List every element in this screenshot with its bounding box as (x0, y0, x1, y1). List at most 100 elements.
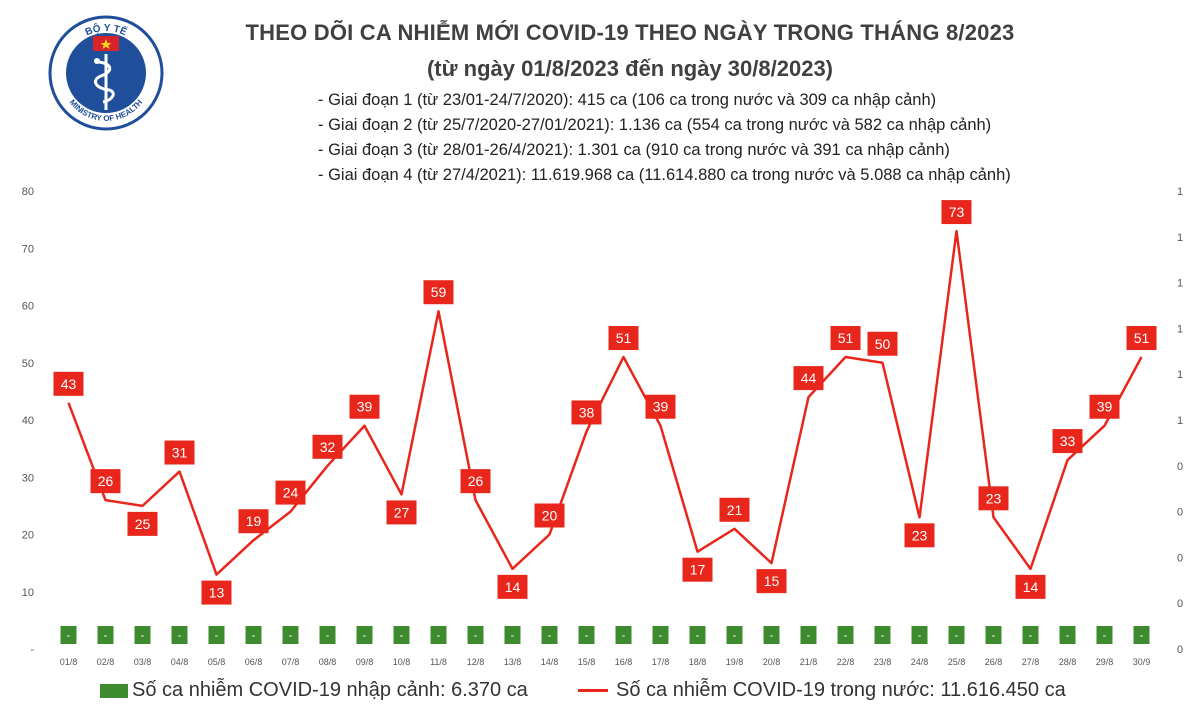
logo-top-text: BỘ Y TẾ (84, 21, 130, 38)
data-label-box (275, 480, 306, 505)
import-bar-label: - (807, 630, 811, 642)
import-bar-label: - (289, 630, 293, 642)
import-bar (1059, 626, 1076, 644)
x-tick-label: 21/8 (800, 657, 818, 667)
import-bar (245, 626, 262, 644)
import-bar-label: - (178, 630, 182, 642)
import-bar-label: - (326, 630, 330, 642)
import-bar (60, 626, 77, 644)
data-label: 17 (690, 562, 706, 578)
data-label-box (608, 326, 639, 351)
import-bar-label: - (548, 630, 552, 642)
legend-domestic-label: Số ca nhiễm COVID-19 trong nước: 11.616.… (616, 679, 1066, 701)
import-bar-label: - (770, 630, 774, 642)
data-label: 19 (246, 513, 262, 529)
y-left-tick: 70 (22, 243, 34, 255)
legend-domestic: Số ca nhiễm COVID-19 trong nước: 11.616.… (578, 679, 1066, 702)
import-bar-label: - (400, 630, 404, 642)
x-tick-label: 19/8 (726, 657, 744, 667)
x-tick-label: 13/8 (504, 657, 522, 667)
import-bar-label: - (363, 630, 367, 642)
y-right-tick: 0 (1177, 507, 1183, 519)
x-tick-label: 18/8 (689, 657, 707, 667)
y-right-tick: 0 (1177, 461, 1183, 473)
y-right-tick: 1 (1177, 278, 1183, 290)
y-right-tick: 1 (1177, 323, 1183, 335)
import-bar (319, 626, 336, 644)
x-tick-label: 02/8 (97, 657, 115, 667)
data-label-box (1052, 429, 1083, 454)
x-tick-label: 05/8 (208, 657, 226, 667)
x-tick-label: 24/8 (911, 657, 929, 667)
y-right-tick: 0 (1177, 644, 1183, 656)
import-bar (763, 626, 780, 644)
y-right-tick: 0 (1177, 598, 1183, 610)
data-label: 31 (172, 445, 188, 461)
data-label-box (1126, 326, 1157, 351)
import-bar (97, 626, 114, 644)
x-tick-label: 16/8 (615, 657, 633, 667)
data-label: 73 (949, 204, 965, 220)
data-label-box (53, 371, 84, 396)
data-label-box (682, 557, 713, 582)
import-bar-label: - (252, 630, 256, 642)
data-label-box (164, 440, 195, 465)
data-label: 26 (468, 473, 484, 489)
data-label-box (941, 200, 972, 225)
x-tick-label: 09/8 (356, 657, 374, 667)
data-label: 26 (98, 473, 114, 489)
import-bar-label: - (992, 630, 996, 642)
import-bar-label: - (1029, 630, 1033, 642)
x-tick-label: 22/8 (837, 657, 855, 667)
data-label: 14 (1023, 579, 1039, 595)
data-label: 44 (801, 370, 817, 386)
import-bar-label: - (585, 630, 589, 642)
data-label-box (534, 503, 565, 528)
x-tick-label: 10/8 (393, 657, 411, 667)
import-bar (430, 626, 447, 644)
x-tick-label: 30/9 (1133, 657, 1151, 667)
x-tick-label: 15/8 (578, 657, 596, 667)
data-label-box (719, 497, 750, 522)
data-label-box (904, 523, 935, 548)
data-label: 23 (912, 527, 928, 543)
y-right-tick: 1 (1177, 186, 1183, 198)
import-bar-label: - (511, 630, 515, 642)
x-tick-label: 06/8 (245, 657, 263, 667)
note-phase-4: - Giai đoạn 4 (từ 27/4/2021): 11.619.968… (318, 166, 1011, 184)
data-label-box (978, 486, 1009, 511)
x-tick-label: 28/8 (1059, 657, 1077, 667)
import-bar-label: - (733, 630, 737, 642)
import-bar (171, 626, 188, 644)
import-bar-label: - (1103, 630, 1107, 642)
import-bar (948, 626, 965, 644)
import-bar (282, 626, 299, 644)
x-tick-label: 27/8 (1022, 657, 1040, 667)
ministry-of-health-logo: BỘ Y TẾ MINISTRY OF HEALTH (48, 15, 164, 131)
data-label-box (460, 469, 491, 494)
chart-title: THEO DÕI CA NHIỄM MỚI COVID-19 THEO NGÀY… (245, 20, 1015, 45)
note-phase-3: - Giai đoạn 3 (từ 28/01-26/4/2021): 1.30… (318, 141, 950, 159)
note-phase-1: - Giai đoạn 1 (từ 23/01-24/7/2020): 415 … (318, 91, 937, 109)
data-label-box (312, 434, 343, 459)
data-label: 20 (542, 508, 558, 524)
import-bar-label: - (437, 630, 441, 642)
x-tick-label: 23/8 (874, 657, 892, 667)
data-label-box (423, 280, 454, 305)
import-bar (1133, 626, 1150, 644)
data-label-box (1089, 394, 1120, 419)
import-bar (578, 626, 595, 644)
import-bar (689, 626, 706, 644)
chart-subtitle: (từ ngày 01/8/2023 đến ngày 30/8/2023) (426, 56, 834, 81)
x-tick-label: 17/8 (652, 657, 670, 667)
import-bar-label: - (659, 630, 663, 642)
x-tick-label: 11/8 (430, 657, 447, 667)
y-left-tick: 60 (22, 301, 34, 313)
data-label: 27 (394, 504, 410, 520)
y-left-tick: 50 (22, 358, 34, 370)
data-label-box (349, 394, 380, 419)
data-label-box (867, 331, 898, 356)
data-label-box (90, 469, 121, 494)
data-label-box (830, 326, 861, 351)
